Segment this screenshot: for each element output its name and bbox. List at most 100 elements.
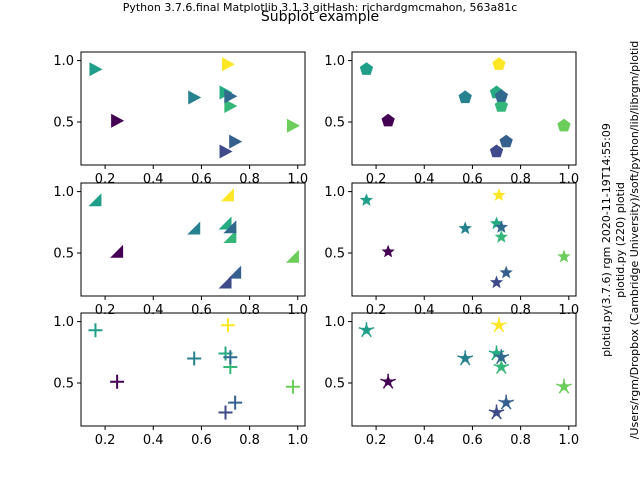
data-point-marker bbox=[557, 249, 571, 263]
data-point-marker bbox=[381, 244, 395, 258]
y-tick-label: 1.0 bbox=[324, 315, 345, 330]
data-point-marker bbox=[224, 99, 238, 114]
x-tick-label: 0.8 bbox=[239, 172, 260, 187]
data-point-marker bbox=[499, 134, 513, 148]
data-point-marker bbox=[188, 90, 202, 105]
x-tick-label: 0.6 bbox=[191, 433, 212, 448]
data-point-marker bbox=[223, 350, 238, 365]
x-tick-label: 0.8 bbox=[510, 433, 531, 448]
data-point-marker bbox=[219, 144, 233, 159]
x-tick-label: 0.8 bbox=[239, 433, 260, 448]
y-tick-label: 0.5 bbox=[53, 247, 74, 262]
side-text-version: plotid.py(3.7.6) rgm 2020-11-19T14:55:09 bbox=[600, 123, 613, 357]
data-point-marker bbox=[380, 373, 396, 389]
subplot-grid: 0.2 0.4 0.6 0.8 1.0 0.5 1.0 0.2 0.4 0.6 0.8 1.0 0.5 1… bbox=[53, 51, 579, 448]
axes-frame bbox=[80, 51, 306, 166]
header-text: Python 3.7.6.final Matplotlib 3.1.3 gitH… bbox=[123, 1, 518, 14]
axes-frame bbox=[80, 312, 306, 427]
data-point-marker bbox=[285, 379, 300, 394]
data-point-marker bbox=[89, 62, 103, 77]
data-point-marker bbox=[499, 265, 513, 279]
y-tick-label: 1.0 bbox=[53, 315, 74, 330]
subplot-1: 0.2 0.4 0.6 0.8 1.00.51.0 bbox=[53, 51, 308, 187]
data-point-marker bbox=[111, 113, 125, 128]
x-tick-label: 0.2 bbox=[95, 172, 116, 187]
x-tick-label: 0.2 bbox=[366, 303, 387, 318]
data-point-marker bbox=[458, 221, 472, 235]
x-tick-label: 1.0 bbox=[287, 303, 308, 318]
data-point-marker bbox=[489, 216, 504, 230]
x-tick-label: 0.8 bbox=[510, 172, 531, 187]
y-tick-label: 0.5 bbox=[324, 116, 345, 131]
data-point-marker bbox=[492, 57, 506, 70]
data-point-marker bbox=[494, 220, 508, 233]
y-tick-label: 1.0 bbox=[53, 185, 74, 200]
x-tick-label: 0.2 bbox=[366, 433, 387, 448]
data-point-marker bbox=[285, 249, 299, 263]
x-tick-label: 0.4 bbox=[143, 303, 164, 318]
y-tick-label: 1.0 bbox=[324, 54, 345, 69]
data-point-marker bbox=[110, 244, 124, 258]
data-point-marker bbox=[88, 193, 102, 207]
data-point-marker bbox=[224, 89, 238, 104]
x-tick-label: 0.8 bbox=[510, 303, 531, 318]
x-tick-label: 0.2 bbox=[95, 433, 116, 448]
suptitle: Subplot example bbox=[261, 9, 379, 25]
side-annotation-2: /Users/rgm/Dropbox (Cambridge University… bbox=[628, 41, 640, 440]
data-point-marker bbox=[218, 275, 232, 289]
x-tick-label: 0.4 bbox=[414, 172, 435, 187]
axes-frame bbox=[351, 51, 577, 166]
data-point-marker bbox=[229, 134, 243, 149]
x-tick-label: 1.0 bbox=[558, 433, 579, 448]
side-text-plotid: plotid.py (220) plotid bbox=[614, 182, 627, 298]
x-tick-label: 0.4 bbox=[143, 433, 164, 448]
data-point-marker bbox=[557, 118, 571, 132]
subplot-6: 0.2 0.4 0.6 0.8 1.0 0.5 1.0 bbox=[324, 312, 579, 448]
data-point-marker bbox=[220, 318, 235, 333]
y-tick-label: 0.5 bbox=[53, 377, 74, 392]
data-point-marker bbox=[223, 220, 237, 234]
data-point-marker bbox=[489, 275, 504, 289]
data-point-marker bbox=[494, 99, 508, 112]
side-annotation-3: plotid.py(3.7.6) rgm 2020-11-19T14:55:09 bbox=[600, 123, 613, 357]
data-point-marker bbox=[492, 188, 506, 201]
data-point-marker bbox=[223, 230, 237, 244]
data-point-marker bbox=[218, 405, 233, 420]
axes-frame bbox=[80, 182, 306, 297]
subplot-5: 0.2 0.4 0.6 0.8 1.0 0.5 1.0 bbox=[53, 312, 308, 448]
x-tick-label: 0.6 bbox=[191, 172, 212, 187]
x-tick-label: 0.2 bbox=[366, 172, 387, 187]
subplot-3: 0.2 0.4 0.6 0.8 1.0 0.5 1.0 bbox=[53, 182, 308, 318]
data-point-marker bbox=[286, 118, 300, 133]
data-point-marker bbox=[493, 349, 510, 365]
x-tick-label: 0.6 bbox=[462, 303, 483, 318]
data-point-marker bbox=[556, 378, 572, 394]
x-tick-label: 0.4 bbox=[414, 303, 435, 318]
data-point-marker bbox=[489, 144, 504, 158]
data-point-marker bbox=[358, 322, 375, 338]
x-tick-label: 1.0 bbox=[287, 433, 308, 448]
data-point-marker bbox=[488, 404, 505, 420]
y-tick-label: 0.5 bbox=[324, 247, 345, 262]
data-point-marker bbox=[498, 394, 515, 410]
data-point-marker bbox=[359, 193, 374, 206]
subplot-4: 0.2 0.4 0.6 0.8 1.0 0.5 1.0 bbox=[324, 182, 579, 318]
data-point-marker bbox=[218, 216, 232, 230]
data-point-marker bbox=[110, 374, 125, 389]
data-point-marker bbox=[494, 230, 508, 243]
data-point-marker bbox=[493, 358, 510, 374]
data-point-marker bbox=[457, 350, 474, 366]
x-tick-label: 0.8 bbox=[239, 303, 260, 318]
data-point-marker bbox=[381, 113, 395, 127]
y-tick-label: 0.5 bbox=[53, 116, 74, 131]
data-point-marker bbox=[359, 62, 374, 75]
x-tick-label: 0.6 bbox=[462, 433, 483, 448]
data-point-marker bbox=[187, 221, 201, 235]
subplot-2: 0.2 0.4 0.6 0.8 1.00.51.0 bbox=[324, 51, 579, 187]
data-point-marker bbox=[187, 351, 202, 366]
y-tick-label: 0.5 bbox=[324, 377, 345, 392]
x-tick-label: 0.6 bbox=[191, 303, 212, 318]
data-point-marker bbox=[494, 89, 508, 102]
data-point-marker bbox=[458, 90, 472, 104]
